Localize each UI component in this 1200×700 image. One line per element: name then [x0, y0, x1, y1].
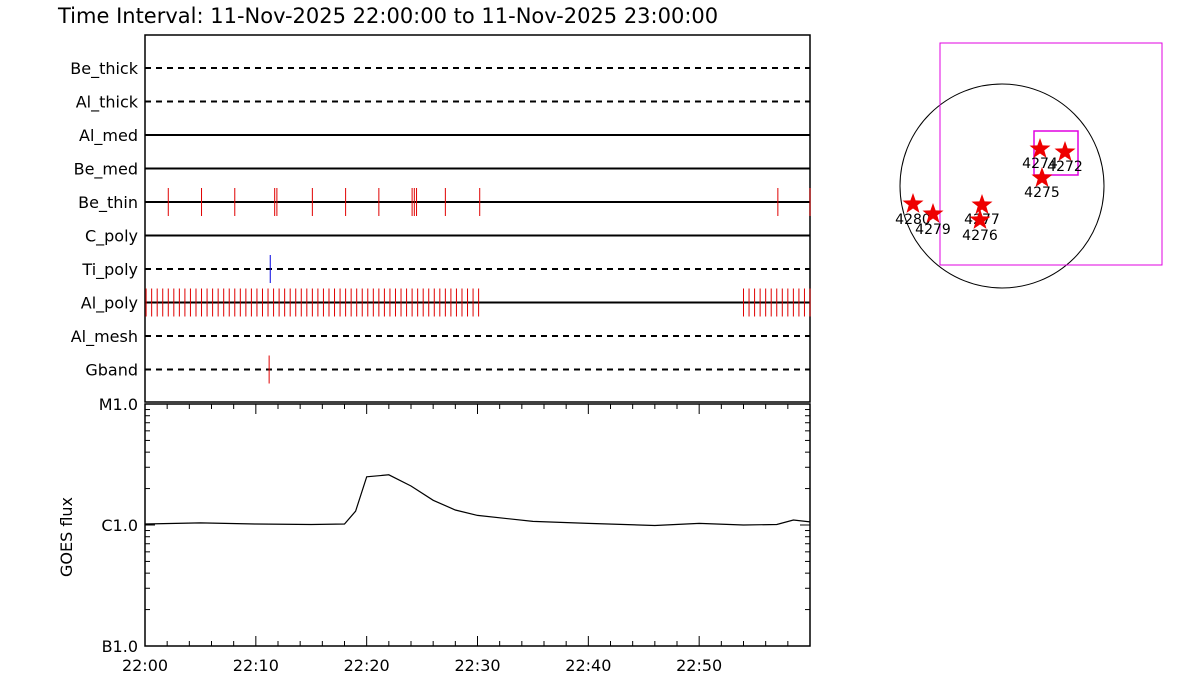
- x-tick-label: 22:10: [233, 656, 279, 675]
- ar-label-4272: 4272: [1047, 159, 1083, 175]
- row-label-be_med: Be_med: [74, 160, 138, 180]
- ar-star-4272: [1054, 141, 1076, 161]
- row-label-al_poly: Al_poly: [81, 294, 138, 314]
- active-region-map: 4274427242754277427642804279: [895, 42, 1163, 289]
- goes-flux-line: [144, 474, 811, 527]
- y-axis-label: GOES flux: [57, 497, 76, 577]
- filter-timeline-panel: Be_thick Al_thick Al_med Be_med Be_thin C_pol…: [70, 34, 811, 403]
- goes-flux-panel: M1.0 C1.0 B1.0 GOES flux 22:00 22:10 22:20 22:3…: [57, 395, 811, 675]
- ar-star-4277: [971, 194, 993, 214]
- row-label-gband: Gband: [85, 361, 138, 380]
- fov-outer-box: [939, 42, 1163, 266]
- ar-star-4274: [1029, 138, 1051, 158]
- x-tick-label: 22:40: [565, 656, 611, 675]
- ar-star-4279: [922, 203, 944, 223]
- chart-title: Time Interval: 11-Nov-2025 22:00:00 to 1…: [57, 4, 718, 28]
- x-tick-label: 22:50: [676, 656, 722, 675]
- row-label-al_mesh: Al_mesh: [71, 327, 138, 347]
- ar-label-4274: 4274: [1022, 156, 1058, 172]
- row-label-be_thick: Be_thick: [70, 59, 138, 79]
- fov-inner-box: [1033, 130, 1079, 176]
- x-tick-label: 22:20: [344, 656, 390, 675]
- row-label-al_thick: Al_thick: [76, 93, 139, 113]
- goes-frame: [144, 403, 811, 647]
- x-tick-label: 22:30: [454, 656, 500, 675]
- solar-disk: [899, 83, 1105, 289]
- y-tick-label: M1.0: [99, 395, 138, 414]
- timeline-frame: [144, 34, 811, 403]
- y-tick-label: C1.0: [101, 516, 138, 535]
- row-label-ti_poly: Ti_poly: [81, 260, 138, 280]
- row-label-c_poly: C_poly: [85, 227, 138, 247]
- ar-label-4275: 4275: [1024, 185, 1060, 201]
- ar-label-4280: 4280: [895, 212, 931, 228]
- x-tick-label: 22:00: [122, 656, 168, 675]
- y-tick-label: B1.0: [102, 637, 138, 656]
- ar-label-4276: 4276: [962, 228, 998, 244]
- ar-star-4280: [902, 193, 924, 213]
- ar-star-4276: [969, 209, 991, 229]
- ar-label-4279: 4279: [915, 222, 951, 238]
- row-label-be_thin: Be_thin: [78, 193, 138, 213]
- row-label-al_med: Al_med: [79, 126, 138, 146]
- ar-star-4275: [1031, 167, 1053, 187]
